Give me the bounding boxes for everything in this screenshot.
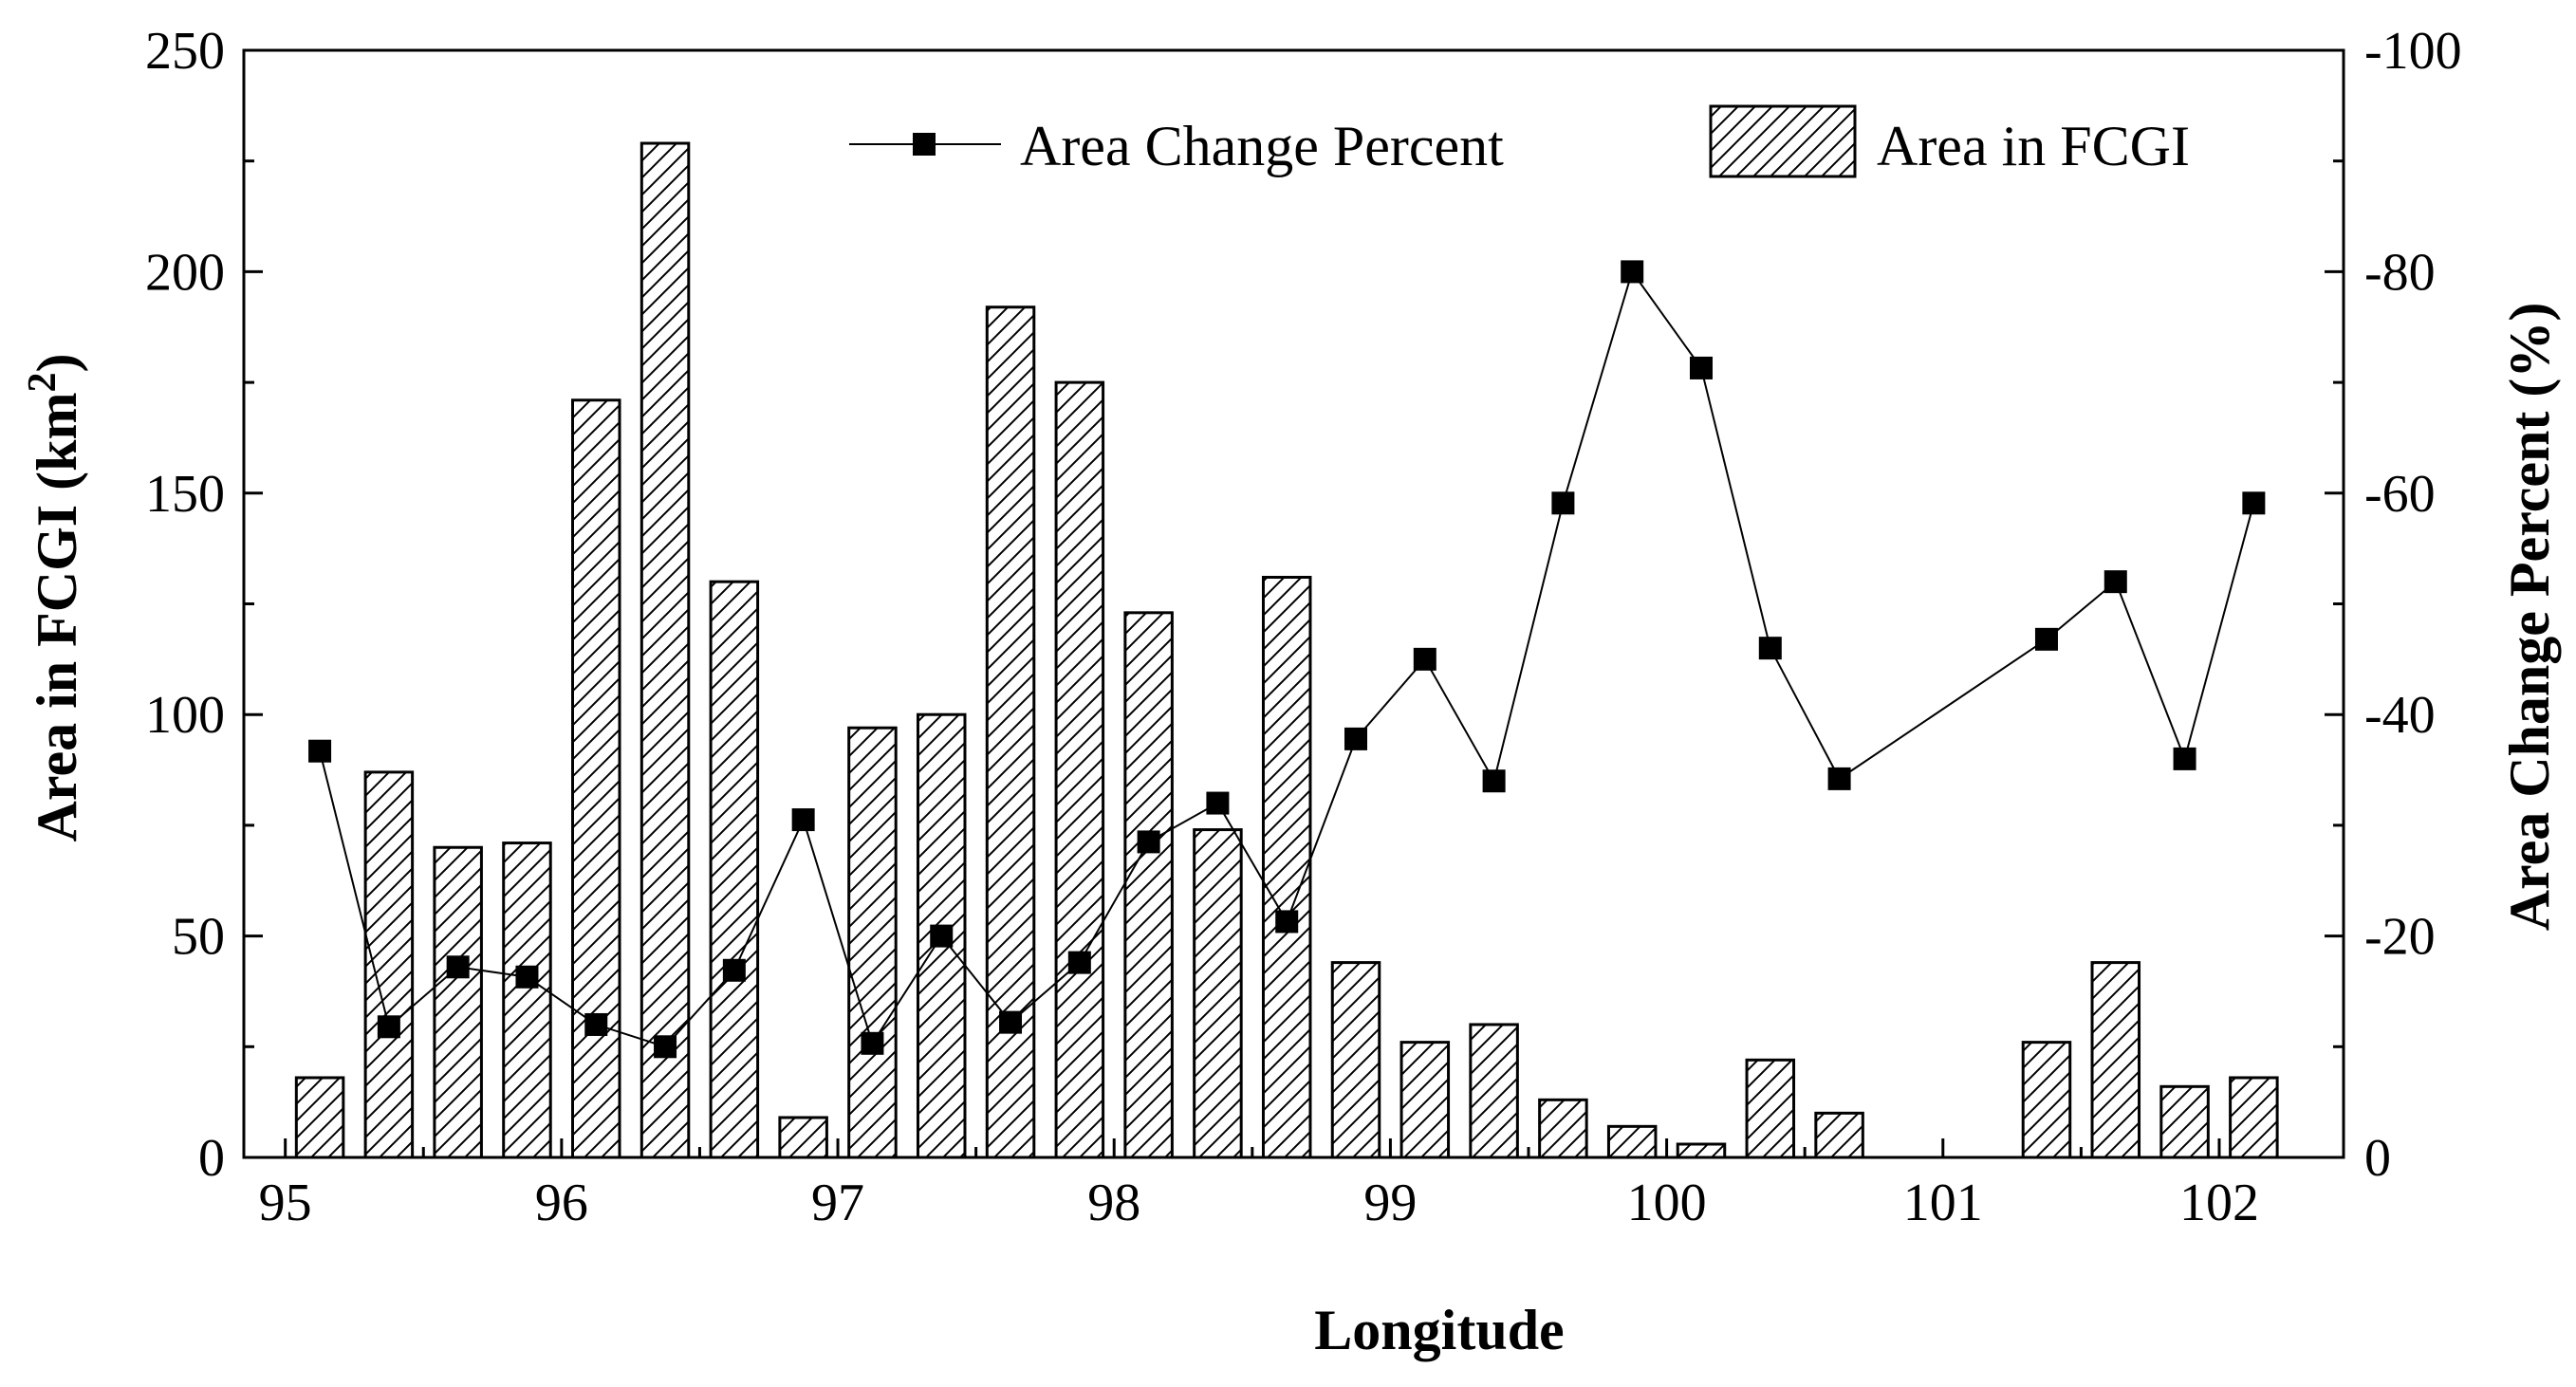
line-point xyxy=(308,739,332,763)
bar xyxy=(1193,828,1243,1159)
legend-bar-sample xyxy=(1709,104,1857,178)
legend: Area Change Percent Area in FCGI xyxy=(849,104,2190,178)
marker-series xyxy=(308,260,2266,1059)
bar xyxy=(1261,575,1312,1159)
line-point xyxy=(1689,356,1713,379)
line-point xyxy=(2173,747,2196,770)
line-point xyxy=(1067,951,1091,974)
line-point xyxy=(1551,491,1575,515)
y-left-tick-label: 100 xyxy=(145,686,225,745)
y-right-tick-label: -20 xyxy=(2364,908,2436,967)
y-right-tick-label: 0 xyxy=(2364,1129,2391,1188)
line-point xyxy=(861,1031,884,1055)
y-left-title-sup: 2 xyxy=(21,373,65,393)
line-point xyxy=(446,955,470,979)
bar xyxy=(1814,1111,1864,1159)
bar xyxy=(1054,380,1105,1159)
line-point xyxy=(1344,727,1368,750)
y-left-tick-label: 150 xyxy=(145,465,225,524)
line-point xyxy=(584,1012,608,1036)
bar xyxy=(1330,961,1381,1159)
x-tick-label: 97 xyxy=(811,1174,864,1232)
line-point xyxy=(1413,647,1436,671)
legend-marker-sample xyxy=(913,133,936,156)
line-point xyxy=(1275,910,1299,934)
bar xyxy=(571,398,621,1159)
bar xyxy=(2159,1084,2210,1159)
line-point xyxy=(791,808,815,832)
legend-line-label: Area Change Percent xyxy=(1020,115,1504,177)
y-left-tick-label: 0 xyxy=(198,1129,225,1188)
line-point xyxy=(930,924,954,948)
line-point xyxy=(1137,830,1160,854)
line-point xyxy=(1482,769,1506,793)
line-point xyxy=(515,965,539,989)
line-point xyxy=(2242,491,2266,515)
line-point xyxy=(377,1015,400,1039)
bar xyxy=(1538,1098,1588,1159)
y-left-title-suffix: ) xyxy=(26,354,88,373)
x-tick-label: 98 xyxy=(1087,1174,1140,1232)
bar-series xyxy=(294,141,2279,1159)
x-axis-title: Longitude xyxy=(1314,1299,1564,1361)
y-right-tick-label: -80 xyxy=(2364,243,2436,302)
bar xyxy=(1399,1041,1451,1159)
legend-bar-label: Area in FCGI xyxy=(1877,115,2190,177)
y-right-tick-label: -60 xyxy=(2364,465,2436,524)
y-axis-right-title: Area Change Percent (%) xyxy=(2498,303,2561,932)
bar xyxy=(433,845,483,1159)
bar xyxy=(778,1116,828,1159)
bar xyxy=(1469,1023,1519,1159)
bar xyxy=(1123,611,1174,1159)
y-left-tick-label: 250 xyxy=(145,22,225,81)
line-point xyxy=(654,1035,677,1059)
line-point xyxy=(722,958,746,982)
x-tick-label: 99 xyxy=(1363,1174,1417,1232)
line-point xyxy=(1621,260,1644,284)
x-tick-label: 100 xyxy=(1627,1174,1707,1232)
y-axis-right: 0 -20 -40 -60 -80 -100 xyxy=(2325,22,2462,1188)
line-point xyxy=(2103,570,2127,594)
bar xyxy=(1745,1058,1796,1159)
bar xyxy=(2090,961,2141,1159)
y-axis-left: 0 50 100 150 200 250 xyxy=(145,22,263,1188)
x-tick-label: 102 xyxy=(2179,1174,2259,1232)
y-left-title-main: Area in FCGI (km xyxy=(26,393,88,842)
x-tick-label: 101 xyxy=(1903,1174,1983,1232)
y-left-tick-label: 200 xyxy=(145,243,225,302)
line-point xyxy=(2034,627,2058,651)
y-axis-left-title: Area in FCGI (km2) xyxy=(21,354,88,842)
bar xyxy=(2021,1041,2072,1159)
bar xyxy=(294,1076,345,1159)
line-point xyxy=(999,1010,1023,1034)
y-right-tick-label: -40 xyxy=(2364,686,2436,745)
bar xyxy=(1606,1124,1658,1159)
bar xyxy=(1676,1142,1727,1159)
bar xyxy=(639,141,691,1159)
bar xyxy=(502,841,552,1159)
line-point xyxy=(1758,637,1782,660)
line-point xyxy=(1206,791,1230,815)
x-tick-label: 95 xyxy=(259,1174,312,1232)
x-axis: 95 96 97 98 99 100 101 102 xyxy=(259,1138,2259,1232)
y-left-tick-label: 50 xyxy=(172,908,225,967)
y-right-tick-label: -100 xyxy=(2364,22,2462,81)
bar xyxy=(709,580,760,1159)
x-tick-label: 96 xyxy=(535,1174,588,1232)
bar xyxy=(2229,1076,2279,1159)
bar xyxy=(847,726,898,1159)
line-point xyxy=(1827,767,1851,790)
